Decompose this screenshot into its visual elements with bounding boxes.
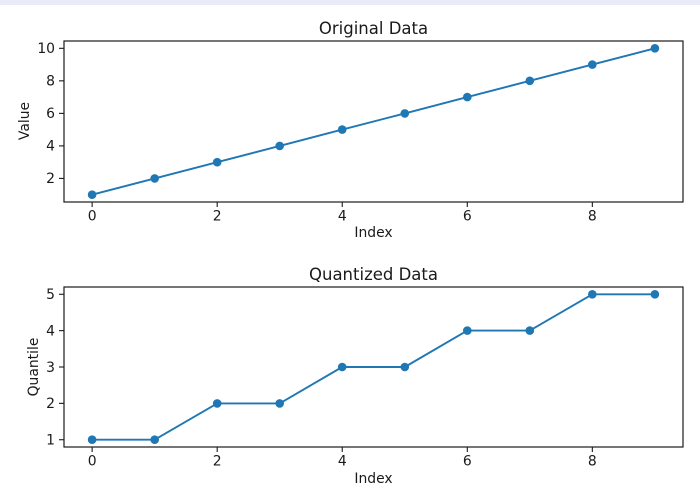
x-tick-label: 4	[338, 454, 347, 470]
data-line	[91, 47, 656, 196]
y-tick-label: 2	[46, 171, 55, 187]
x-tick-label: 0	[88, 454, 97, 470]
x-tick-label: 0	[88, 209, 97, 225]
top-strip-decoration	[0, 0, 700, 5]
data-point-marker	[212, 399, 222, 408]
x-tick-label: 6	[463, 209, 472, 225]
x-tick-label: 6	[463, 454, 472, 470]
x-tick-label: 4	[338, 209, 347, 225]
data-point-marker	[588, 60, 597, 69]
chart-title: Quantized Data	[309, 265, 438, 284]
data-point-marker	[400, 109, 410, 118]
y-tick-label: 1	[46, 433, 55, 449]
x-tick-label: 8	[588, 209, 597, 225]
data-point-marker	[400, 362, 410, 372]
data-point-marker	[463, 92, 472, 102]
y-tick-label: 4	[46, 139, 55, 155]
plot-border	[63, 40, 684, 203]
axes-0: 0 2 4 6 8 2 4 6 8 10	[37, 40, 684, 225]
data-point-marker	[275, 399, 285, 408]
y-tick-label: 3	[46, 360, 55, 376]
data-point-marker	[525, 326, 535, 335]
data-point-marker	[212, 157, 222, 167]
data-line	[91, 293, 656, 441]
y-tick-label: 2	[46, 396, 55, 412]
data-point-marker	[463, 326, 472, 335]
y-tick-label: 4	[46, 323, 55, 339]
data-point-marker	[150, 174, 159, 183]
y-tick-label: 8	[46, 74, 55, 90]
x-axis-label: Index	[354, 225, 393, 241]
data-point-marker	[650, 290, 660, 299]
x-tick-label: 2	[213, 209, 222, 225]
x-tick-label: 8	[588, 454, 597, 470]
data-point-marker	[87, 190, 97, 199]
data-point-marker	[337, 362, 347, 372]
x-tick-label: 2	[213, 454, 222, 470]
data-point-marker	[650, 44, 660, 53]
data-point-marker	[150, 435, 159, 445]
data-point-marker	[87, 435, 97, 445]
data-point-marker	[337, 125, 347, 134]
data-point-marker	[525, 76, 535, 86]
axes-1: 0 2 4 6 8 1 2 3 4 5	[46, 286, 684, 470]
y-tick-label: 5	[46, 287, 55, 303]
chart-title: Original Data	[318, 19, 429, 38]
data-point-marker	[275, 141, 285, 151]
data-point-marker	[588, 290, 597, 299]
y-tick-label: 6	[46, 106, 55, 122]
y-tick-label: 10	[37, 41, 55, 57]
x-axis-label: Index	[354, 471, 393, 487]
